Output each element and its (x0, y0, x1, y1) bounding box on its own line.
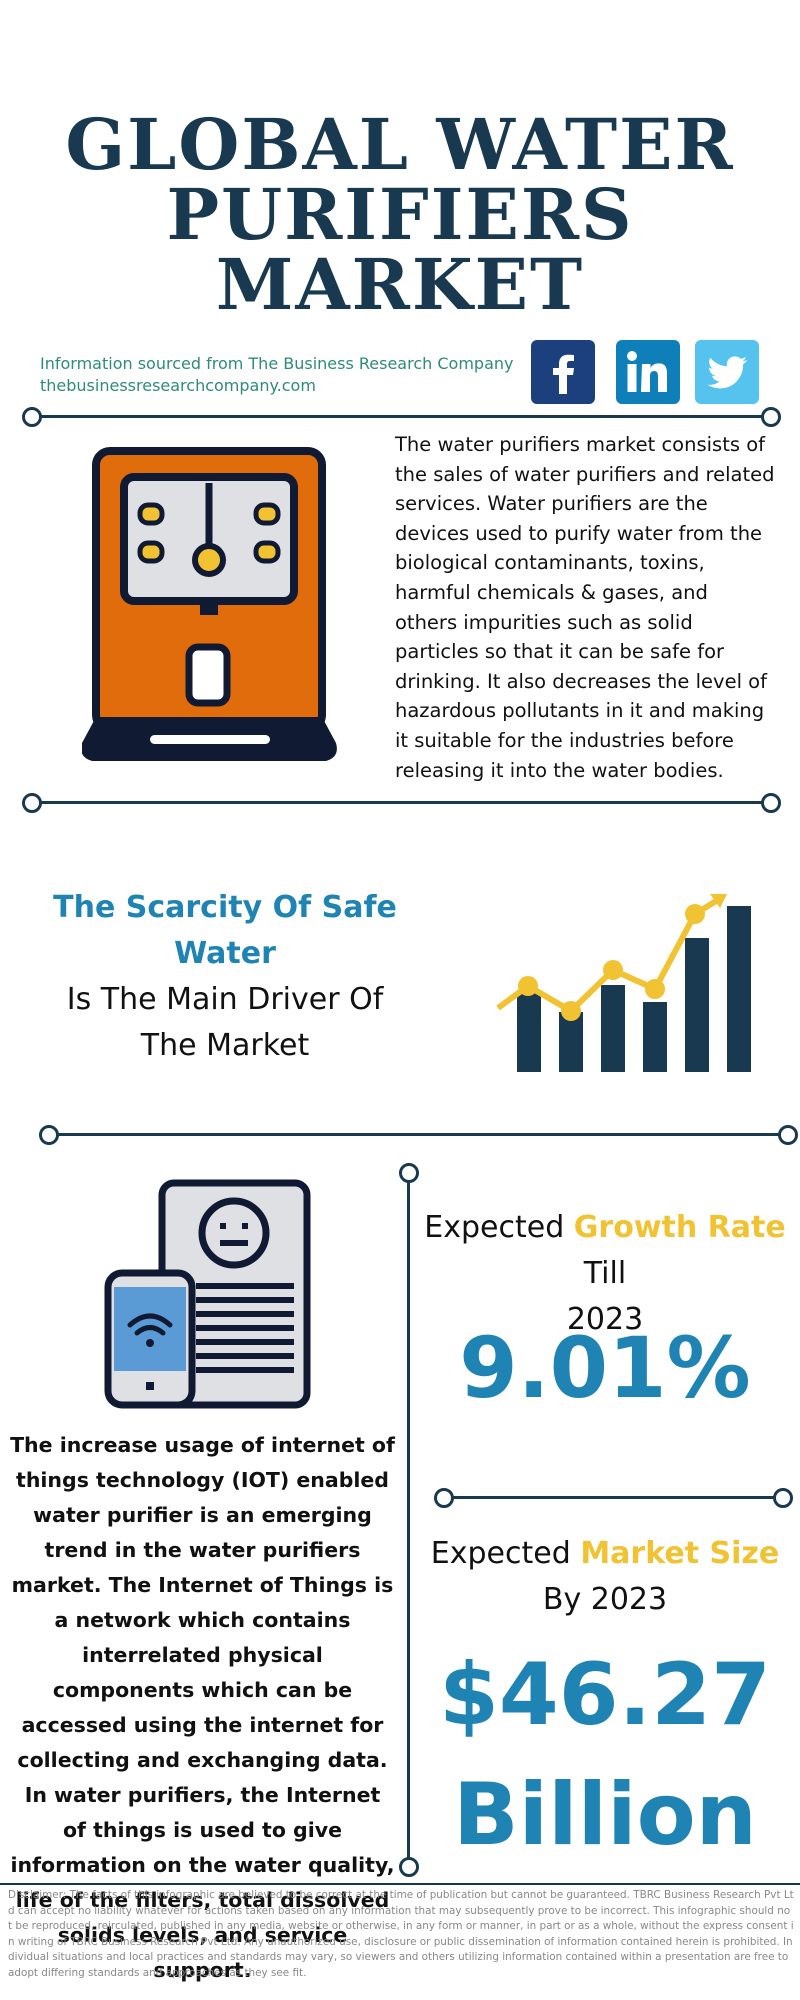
source-website[interactable]: thebusinessresearchcompany.com (40, 376, 316, 395)
market-driver-highlight: The Scarcity Of Safe Water (53, 890, 397, 971)
market-driver-line-3: The Market (140, 1028, 310, 1063)
market-size-value: $46.27 (439, 1645, 771, 1745)
disclaimer: Disclaimer: The facts of this infographi… (8, 1889, 794, 1979)
growth-rate-prefix: Expected (424, 1210, 574, 1245)
intro-paragraph: The water purifiers market consists of t… (395, 433, 775, 782)
footer-divider (0, 1883, 800, 1885)
growth-rate-highlight: Growth Rate (573, 1210, 786, 1245)
iot-device-illustration (104, 1179, 311, 1409)
divider-1 (30, 415, 770, 418)
twitter-icon[interactable] (695, 340, 759, 404)
market-size-label-line-1: Expected Market Size (410, 1531, 800, 1577)
source-line: Information sourced from The Business Re… (40, 354, 514, 373)
growth-rate-suffix: Till (583, 1256, 627, 1291)
growth-chart-illustration (496, 894, 751, 1072)
divider-4-start (434, 1488, 454, 1508)
divider-2-start (22, 793, 42, 813)
divider-3-end (778, 1125, 798, 1145)
market-size-highlight: Market Size (580, 1536, 780, 1571)
divider-2-end (761, 793, 781, 813)
divider-4 (443, 1496, 783, 1499)
source-info: Information sourced from The Business Re… (40, 353, 513, 397)
market-driver: The Scarcity Of Safe Water Is The Main D… (30, 885, 420, 1069)
divider-2 (30, 801, 770, 804)
market-size-prefix: Expected (430, 1536, 581, 1571)
facebook-icon[interactable] (531, 340, 595, 404)
growth-rate-label: Expected Growth Rate Till 2023 (410, 1205, 800, 1343)
divider-4-end (773, 1488, 793, 1508)
divider-1-end (761, 407, 781, 427)
divider-3 (47, 1133, 787, 1136)
divider-3-start (39, 1125, 59, 1145)
market-size-year: By 2023 (542, 1582, 668, 1617)
market-driver-line-2: Is The Main Driver Of (66, 982, 384, 1017)
water-purifier-illustration (82, 447, 337, 761)
iot-trend-paragraph: The increase usage of internet of things… (10, 1433, 395, 1982)
vertical-separator-top (399, 1163, 419, 1183)
linkedin-icon[interactable] (616, 340, 680, 404)
divider-1-start (22, 407, 42, 427)
vertical-separator (407, 1176, 410, 1864)
market-size-unit: Billion (453, 1765, 757, 1865)
growth-rate-value: 9.01% (459, 1319, 751, 1417)
growth-rate-label-line-1: Expected Growth Rate Till (410, 1205, 800, 1297)
market-size-label: Expected Market Size By 2023 (410, 1531, 800, 1623)
title-line-2: PURIFIERS MARKET (166, 173, 634, 326)
page-title: GLOBAL WATER PURIFIERS MARKET (0, 110, 800, 320)
title-line-1: GLOBAL WATER (65, 103, 735, 186)
growth-rate-year: 2023 (566, 1302, 644, 1337)
vertical-separator-bottom (399, 1857, 419, 1877)
